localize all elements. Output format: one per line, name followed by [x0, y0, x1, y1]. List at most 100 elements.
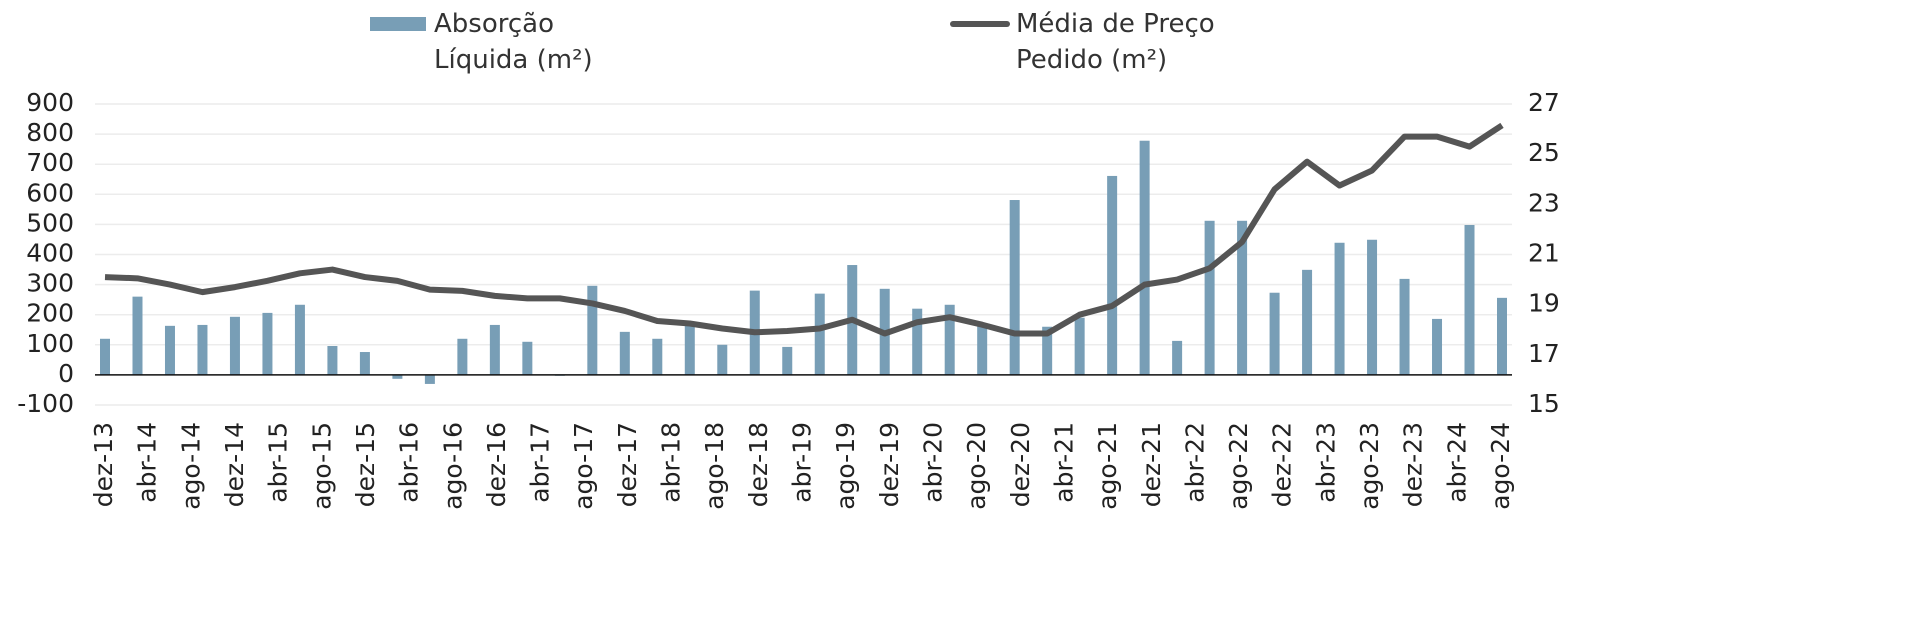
y-tick-label: 400 — [26, 239, 74, 268]
y2-tick-label: 21 — [1528, 239, 1560, 268]
bar — [619, 331, 630, 375]
x-tick-label: abr-22 — [1180, 422, 1209, 503]
bar — [100, 338, 110, 375]
x-tick-label: ago-20 — [962, 422, 991, 510]
x-tick-label: ago-23 — [1355, 422, 1384, 510]
x-tick-label: abr-17 — [526, 422, 555, 503]
x-tick-label: ago-19 — [831, 422, 860, 510]
x-tick-label: abr-23 — [1311, 422, 1340, 503]
x-tick-label: abr-14 — [133, 422, 162, 503]
legend-item: Absorção Líquida (m²) — [370, 6, 644, 78]
bar — [359, 352, 370, 375]
x-tick-label: dez-20 — [1006, 422, 1035, 507]
bar — [1042, 326, 1053, 375]
x-tick-label: ago-15 — [307, 422, 336, 510]
x-tick-label: ago-16 — [438, 422, 467, 510]
bar — [1009, 200, 1020, 375]
bar — [1139, 140, 1150, 375]
bar — [1302, 269, 1313, 375]
y2-tick-label: 19 — [1528, 289, 1560, 318]
x-tick-label: ago-24 — [1486, 422, 1515, 510]
bar — [392, 374, 403, 379]
y-tick-label: 0 — [58, 359, 74, 388]
y2-tick-label: 27 — [1528, 88, 1560, 117]
bar — [1367, 239, 1378, 375]
bar — [587, 285, 598, 375]
bar — [1107, 175, 1118, 375]
bar — [814, 293, 825, 375]
line — [104, 122, 1504, 337]
x-tick-label: dez-17 — [613, 422, 642, 507]
x-tick-label: dez-22 — [1268, 422, 1297, 507]
bar — [1269, 292, 1280, 375]
bar — [457, 338, 468, 375]
y-tick-label: 300 — [26, 269, 74, 298]
x-tick-label: abr-21 — [1049, 422, 1078, 503]
bar — [944, 304, 955, 375]
x-tick-label: abr-20 — [918, 422, 947, 503]
bar — [1497, 297, 1507, 375]
bar — [1204, 220, 1215, 375]
bar — [262, 312, 273, 375]
legend-label: Média de Preço Pedido (m²) — [1016, 9, 1215, 75]
x-tick-label: ago-18 — [700, 422, 729, 510]
y2-tick-label: 15 — [1528, 389, 1560, 418]
y-tick-label: 700 — [26, 148, 74, 177]
bar — [132, 296, 143, 375]
x-tick-label: abr-18 — [657, 422, 686, 503]
bar — [717, 344, 728, 375]
x-tick-label: dez-19 — [875, 422, 904, 507]
x-tick-label: dez-14 — [220, 422, 249, 507]
legend-swatch — [950, 21, 1010, 27]
bar — [1074, 317, 1085, 375]
x-tick-label: abr-19 — [788, 422, 817, 503]
x-tick-label: dez-18 — [744, 422, 773, 507]
y2-tick-label: 23 — [1528, 188, 1560, 217]
bar — [1399, 278, 1410, 375]
legend-swatch — [370, 17, 426, 31]
y-tick-label: 900 — [26, 88, 74, 117]
bar — [1464, 225, 1475, 375]
y2-tick-label: 17 — [1528, 339, 1560, 368]
bar — [294, 304, 305, 375]
bar — [782, 346, 793, 375]
x-tick-label: ago-22 — [1224, 422, 1253, 510]
bar — [1237, 220, 1248, 375]
bar — [327, 346, 338, 375]
x-tick-label: dez-21 — [1137, 422, 1166, 507]
y-tick-label: 200 — [26, 299, 74, 328]
bar — [164, 325, 175, 375]
legend-item: Média de Preço Pedido (m²) — [950, 6, 1226, 78]
bar — [977, 324, 988, 375]
x-tick-label: dez-23 — [1399, 422, 1428, 507]
x-tick-label: abr-15 — [264, 422, 293, 503]
y-tick-label: 500 — [26, 208, 74, 237]
x-tick-label: ago-17 — [569, 422, 598, 510]
bar — [912, 308, 923, 375]
x-tick-label: ago-14 — [176, 422, 205, 510]
bar — [1334, 242, 1345, 375]
bar — [1432, 318, 1443, 375]
x-tick-label: abr-16 — [395, 422, 424, 503]
bar — [489, 324, 500, 375]
bar — [652, 338, 663, 375]
bar — [424, 374, 435, 384]
x-tick-label: dez-13 — [89, 422, 118, 507]
y-tick-label: 800 — [26, 118, 74, 147]
x-tick-label: abr-24 — [1442, 422, 1471, 503]
bar — [197, 324, 208, 375]
bar — [229, 316, 240, 375]
y-tick-label: 600 — [26, 178, 74, 207]
x-tick-label: dez-15 — [351, 422, 380, 507]
y-tick-label: -100 — [17, 389, 74, 418]
x-tick-label: dez-16 — [482, 422, 511, 507]
x-tick-label: ago-21 — [1093, 422, 1122, 510]
bar — [522, 341, 533, 375]
legend-label: Absorção Líquida (m²) — [434, 9, 593, 75]
bar — [1172, 340, 1183, 375]
y-tick-label: 100 — [26, 329, 74, 358]
bar — [684, 324, 695, 375]
y2-tick-label: 25 — [1528, 138, 1560, 167]
